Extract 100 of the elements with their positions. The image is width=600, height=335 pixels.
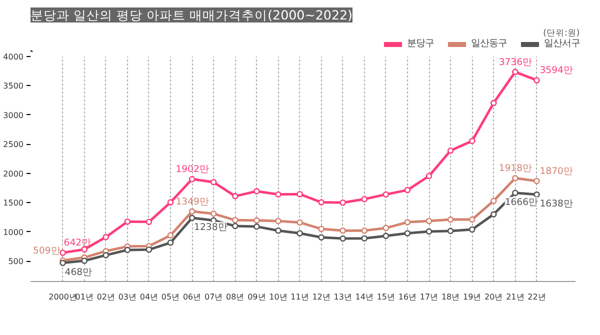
data-label: 1902만 — [176, 164, 208, 176]
point — [232, 216, 238, 224]
x-tick-label: 15년 — [376, 292, 396, 302]
point — [146, 218, 152, 226]
x-tick-label: 18년 — [441, 292, 460, 302]
point — [81, 258, 88, 264]
point — [296, 230, 303, 236]
point — [361, 228, 368, 234]
y-tick-label: 3000 — [3, 110, 24, 120]
x-tick-label: 21년 — [506, 292, 524, 302]
point — [512, 68, 518, 76]
point — [490, 198, 497, 204]
point — [404, 230, 411, 236]
data-label: 1638만 — [540, 198, 572, 210]
x-tick-label: 03년 — [118, 292, 137, 302]
text: (단위:원) — [543, 28, 580, 38]
y-tick-label: 2500 — [3, 140, 24, 150]
point — [490, 211, 497, 218]
y-tick-label: 1500 — [3, 198, 24, 208]
data-label: 3736만 — [498, 56, 532, 68]
data-label: 468만 — [64, 266, 92, 278]
point — [426, 218, 432, 224]
x-tick-label: 04년 — [140, 292, 158, 302]
point — [404, 186, 411, 194]
point — [340, 235, 346, 242]
x-tick-label: 07년 — [204, 292, 223, 302]
point — [296, 219, 303, 226]
y-tick-label: 2000 — [3, 169, 24, 178]
point — [188, 214, 196, 222]
point — [254, 223, 260, 230]
point — [146, 246, 152, 253]
point — [447, 216, 454, 223]
point — [426, 172, 432, 180]
point — [468, 226, 476, 233]
x-tick-label: 06년 — [182, 292, 202, 302]
point — [404, 219, 411, 226]
point — [124, 246, 131, 254]
data-label: 509만 — [33, 246, 60, 257]
point — [188, 208, 196, 215]
x-tick-label: 02년 — [96, 292, 115, 302]
point — [254, 217, 260, 224]
point — [318, 234, 324, 241]
point — [210, 210, 217, 217]
point — [188, 176, 196, 182]
point — [534, 191, 540, 198]
x-tick-label: 19년 — [463, 292, 482, 302]
point — [361, 235, 368, 242]
x-tick-label: 13년 — [334, 292, 352, 302]
point — [275, 218, 282, 224]
point — [382, 224, 390, 232]
point — [361, 196, 368, 202]
point — [534, 178, 540, 184]
x-tick-label: 09년 — [248, 292, 266, 302]
point — [167, 199, 174, 206]
x-tick-label: 10년 — [269, 292, 288, 302]
x-tick-label: 17년 — [420, 292, 438, 302]
point — [167, 232, 174, 238]
point — [210, 179, 217, 186]
point — [382, 191, 390, 198]
legend-label: 일산동구 — [471, 37, 507, 50]
point — [468, 138, 476, 144]
point — [534, 77, 540, 84]
x-tick-label: 14년 — [355, 292, 374, 302]
point — [60, 260, 66, 266]
point — [232, 222, 238, 230]
x-tick-label: 12년 — [312, 292, 330, 302]
x-tick-label: 16년 — [398, 292, 417, 302]
legend-label: 일산서구 — [544, 37, 580, 50]
x-tick-label: 08년 — [226, 292, 244, 302]
y-tick-label: 4000 — [3, 52, 24, 62]
legend-label: 분당구 — [407, 37, 434, 50]
point — [102, 252, 110, 258]
point — [490, 100, 497, 106]
point — [318, 226, 324, 232]
point — [447, 147, 454, 154]
point — [232, 193, 238, 200]
point — [447, 228, 454, 234]
point — [275, 191, 282, 198]
x-tick-label: 11년 — [290, 292, 309, 302]
y-tick-label: 1000 — [3, 228, 24, 237]
x-tick-label: 01년 — [75, 292, 94, 302]
point — [102, 234, 110, 240]
point — [468, 216, 476, 223]
point — [340, 228, 346, 234]
point — [512, 190, 518, 196]
data-label: 3594만 — [540, 65, 572, 76]
point — [318, 199, 324, 206]
y-tick-label: 3500 — [3, 82, 24, 91]
data-label: 1666만 — [504, 196, 538, 208]
point — [124, 218, 131, 225]
point — [382, 232, 390, 240]
x-tick-label: 20년 — [484, 292, 503, 302]
chart-title: 분당과 일산의 평당 아파트 매매가격추이(2000~2022) — [30, 8, 352, 22]
point — [254, 188, 260, 194]
y-tick-label: 500 — [8, 257, 24, 266]
x-tick-label: 22년 — [528, 292, 546, 302]
data-label: 1870만 — [540, 166, 572, 177]
point — [275, 228, 282, 234]
x-tick-label: 2000년 — [48, 292, 77, 302]
x-tick-label: 05년 — [161, 292, 180, 302]
